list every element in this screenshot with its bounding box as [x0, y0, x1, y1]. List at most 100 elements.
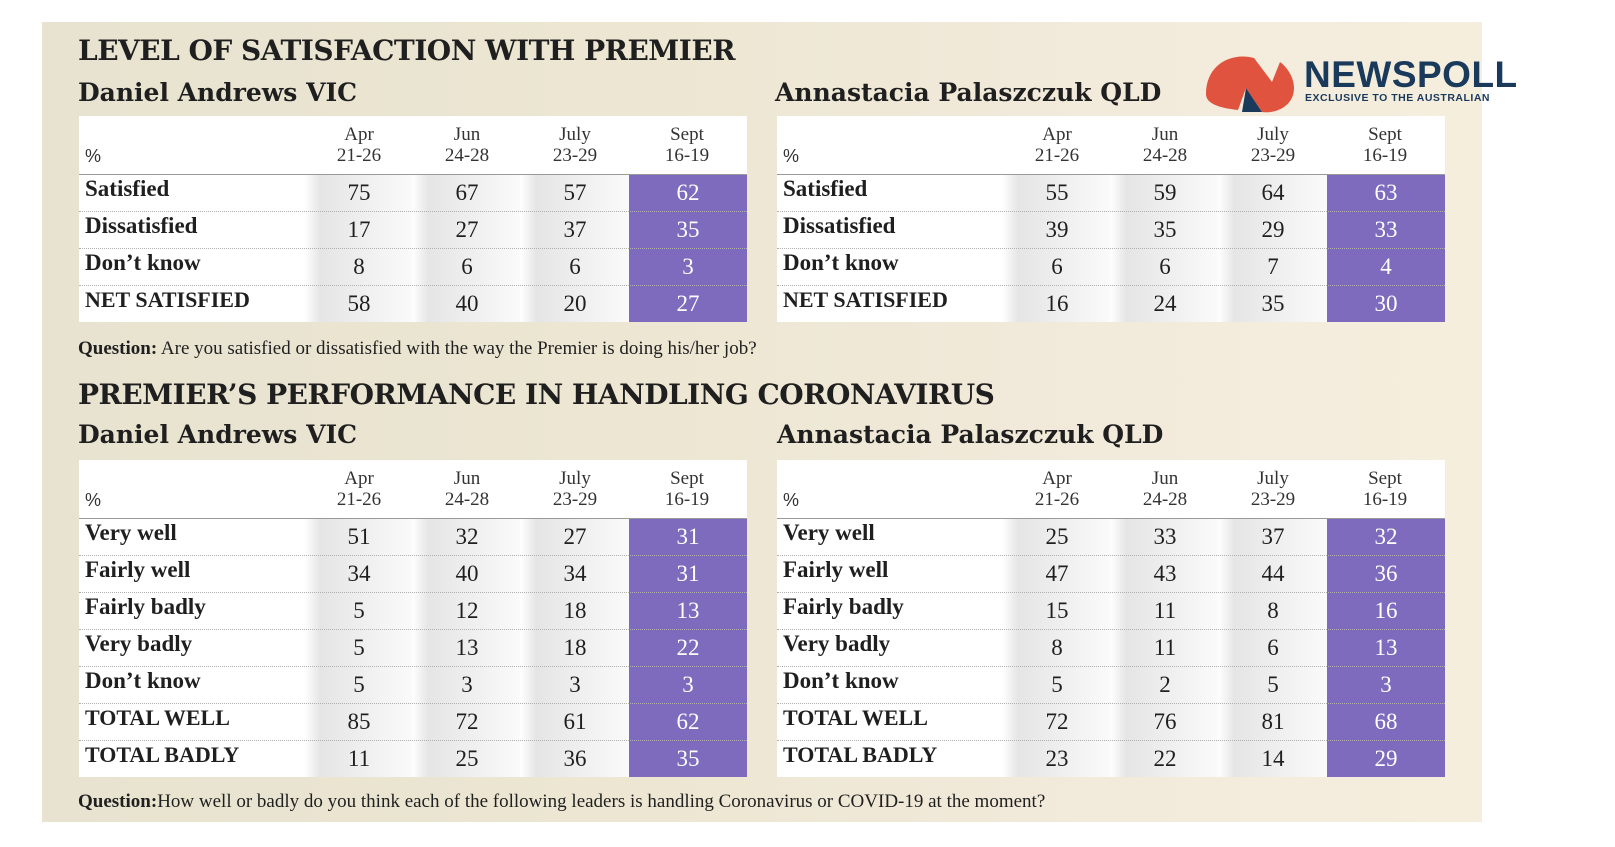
newspoll-tagline: EXCLUSIVE TO THE AUSTRALIAN	[1305, 92, 1491, 104]
column-header: Sept 16-19	[632, 124, 742, 166]
column-header: Apr 21-26	[1002, 468, 1112, 510]
value-cell: 40	[455, 561, 479, 586]
column-dates: 21-26	[1034, 489, 1080, 510]
value-cell: 18	[563, 598, 587, 623]
value-cell: 27	[563, 524, 587, 549]
infographic-panel: LEVEL OF SATISFACTION WITH PREMIER NEWSP…	[42, 22, 1517, 822]
value-cell: 62	[676, 180, 700, 205]
column-month: Sept	[1368, 468, 1402, 489]
value-cell: 8	[1051, 635, 1063, 660]
table-row: TOTAL WELL 72 76 81 68	[777, 703, 1445, 741]
cov-vic-table: % Apr 21-26 Jun 24-28 July 23-29 Sept 16-19 Very …	[79, 460, 747, 777]
table-row: Don’t know 6 6 7 4	[777, 248, 1445, 286]
value-cell: 13	[1374, 635, 1398, 660]
cov-vic-leader: Daniel Andrews VIC	[78, 420, 358, 449]
value-cell: 68	[1374, 709, 1398, 734]
table-row: Very badly 5 13 18 22	[79, 629, 747, 667]
column-header: July 23-29	[520, 468, 630, 510]
column-header: Apr 21-26	[304, 124, 414, 166]
value-cell: 3	[1380, 672, 1392, 697]
column-header: July 23-29	[1218, 468, 1328, 510]
table-row: Fairly badly 15 11 8 16	[777, 592, 1445, 630]
satisfaction-section-title: LEVEL OF SATISFACTION WITH PREMIER	[78, 34, 735, 67]
value-cell: 18	[563, 635, 587, 660]
table-row: TOTAL BADLY 23 22 14 29	[777, 740, 1445, 777]
value-cell: 24	[1153, 291, 1177, 316]
value-cell: 5	[353, 635, 365, 660]
column-dates: 16-19	[1362, 489, 1408, 510]
column-dates: 16-19	[1362, 145, 1408, 166]
row-label: TOTAL BADLY	[783, 742, 938, 767]
column-header: Sept 16-19	[1330, 468, 1440, 510]
column-shade	[412, 518, 520, 777]
value-cell: 37	[1261, 524, 1285, 549]
question-label: Question:	[78, 338, 158, 359]
sat-qld-leader: Annastacia Palaszczuk QLD	[775, 78, 1162, 107]
table-row: Very well 51 32 27 31	[79, 518, 747, 556]
column-dates: 21-26	[336, 145, 382, 166]
value-cell: 32	[455, 524, 479, 549]
column-month: Jun	[453, 124, 481, 145]
column-shade	[520, 518, 629, 777]
value-cell: 22	[676, 635, 700, 660]
row-label: Fairly well	[85, 557, 191, 582]
value-cell: 75	[347, 180, 371, 205]
table-row: TOTAL BADLY 11 25 36 35	[79, 740, 747, 777]
unit-label: %	[783, 146, 800, 166]
row-label: Fairly well	[783, 557, 889, 582]
table-header: % Apr 21-26 Jun 24-28 July 23-29 Sept 16-19	[777, 116, 1445, 175]
value-cell: 22	[1153, 746, 1177, 771]
column-header: Apr 21-26	[1002, 124, 1112, 166]
value-cell: 40	[455, 291, 479, 316]
value-cell: 27	[455, 217, 479, 242]
row-label: Dissatisfied	[85, 213, 198, 238]
value-cell: 15	[1045, 598, 1069, 623]
row-label: Very badly	[85, 631, 193, 656]
column-month: Sept	[670, 124, 704, 145]
value-cell: 3	[682, 672, 694, 697]
row-label: Don’t know	[85, 668, 201, 693]
value-cell: 39	[1045, 217, 1069, 242]
sat-vic-table: % Apr 21-26 Jun 24-28 July 23-29 Sept 16-19 Satis…	[79, 116, 747, 322]
row-label: NET SATISFIED	[783, 287, 948, 312]
table-row: TOTAL WELL 85 72 61 62	[79, 703, 747, 741]
column-dates: 21-26	[336, 489, 382, 510]
column-header: Jun 24-28	[412, 124, 522, 166]
unit-label: %	[85, 146, 102, 166]
value-cell: 6	[461, 254, 473, 279]
row-label: Satisfied	[85, 176, 170, 201]
column-dates: 24-28	[444, 145, 490, 166]
coronavirus-question: Question:How well or badly do you think …	[78, 791, 1045, 813]
question-text: How well or badly do you think each of t…	[157, 791, 1046, 812]
cov-qld-table: % Apr 21-26 Jun 24-28 July 23-29 Sept 16-19 Very …	[777, 460, 1445, 777]
column-month: July	[559, 468, 591, 489]
value-cell: 35	[676, 217, 700, 242]
newspoll-logo: NEWSPOLL EXCLUSIVE TO THE AUSTRALIAN	[1202, 48, 1522, 114]
table-row: Dissatisfied 17 27 37 35	[79, 211, 747, 249]
value-cell: 11	[347, 746, 371, 771]
column-month: Apr	[1042, 468, 1072, 489]
value-cell: 4	[1380, 254, 1392, 279]
value-cell: 7	[1267, 254, 1279, 279]
value-cell: 25	[455, 746, 479, 771]
value-cell: 31	[676, 561, 700, 586]
row-label: Very well	[85, 520, 177, 545]
column-month: Jun	[453, 468, 481, 489]
latest-column-highlight	[629, 518, 747, 777]
column-month: Sept	[1368, 124, 1402, 145]
value-cell: 36	[563, 746, 587, 771]
column-dates: 23-29	[1250, 145, 1296, 166]
coronavirus-section-title: PREMIER’S PERFORMANCE IN HANDLING CORONA…	[78, 378, 995, 411]
value-cell: 76	[1153, 709, 1177, 734]
value-cell: 43	[1153, 561, 1177, 586]
table-row: NET SATISFIED 16 24 35 30	[777, 285, 1445, 322]
row-label: TOTAL WELL	[85, 705, 230, 730]
column-dates: 21-26	[1034, 145, 1080, 166]
column-dates: 16-19	[664, 489, 710, 510]
satisfaction-question: Question: Are you satisfied or dissatisf…	[78, 338, 757, 360]
cov-qld-leader: Annastacia Palaszczuk QLD	[777, 420, 1164, 449]
value-cell: 6	[1051, 254, 1063, 279]
value-cell: 5	[353, 672, 365, 697]
value-cell: 34	[563, 561, 587, 586]
value-cell: 12	[455, 598, 479, 623]
